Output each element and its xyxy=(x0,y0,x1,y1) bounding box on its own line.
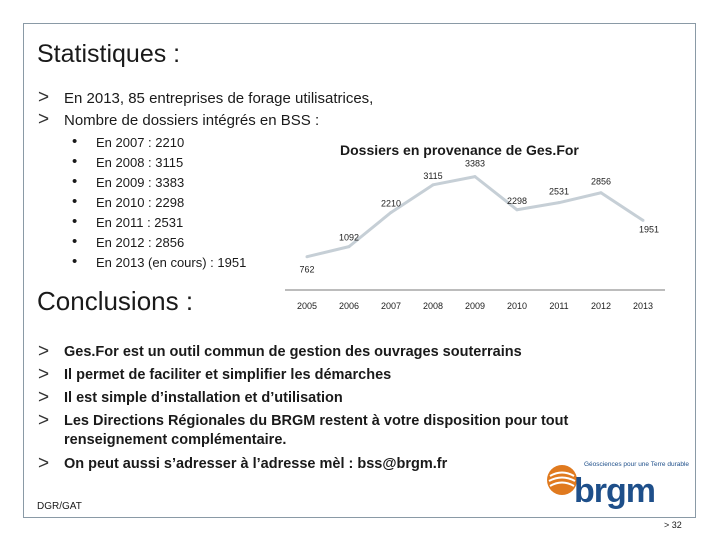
bullet-dot: • xyxy=(72,213,78,230)
sub-bullet-text: En 2010 : 2298 xyxy=(96,195,185,210)
slide-title: Statistiques : xyxy=(37,40,181,68)
bullet-text: Nombre de dossiers intégrés en BSS : xyxy=(64,112,320,129)
page-number: > 32 xyxy=(664,520,682,530)
sub-bullet-text: En 2011 : 2531 xyxy=(96,215,184,230)
brgm-tagline: Géosciences pour une Terre durable xyxy=(584,461,690,468)
data-point xyxy=(473,175,477,179)
sub-bullet-text: En 2013 (en cours) : 1951 xyxy=(96,255,247,270)
conclusion-text: Les Directions Régionales du BRGM resten… xyxy=(64,413,569,429)
x-tick-label: 2010 xyxy=(507,301,527,311)
bullet-dot: • xyxy=(72,193,78,210)
data-label: 762 xyxy=(299,265,314,275)
data-label: 2298 xyxy=(507,196,527,206)
data-label: 2531 xyxy=(549,187,569,197)
bullet-dot: • xyxy=(72,253,78,270)
bullet-arrow: > xyxy=(38,410,50,431)
slide-frame xyxy=(23,23,696,518)
x-tick-label: 2012 xyxy=(591,301,611,311)
data-label: 3115 xyxy=(423,171,442,181)
bullet-dot: • xyxy=(72,133,78,150)
x-tick-label: 2005 xyxy=(297,301,317,311)
data-label: 1092 xyxy=(339,233,359,243)
conclusion-text: Ges.For est un outil commun de gestion d… xyxy=(64,344,522,360)
data-label: 1951 xyxy=(639,224,659,234)
data-point xyxy=(641,218,645,222)
data-label: 2856 xyxy=(591,177,611,187)
brgm-wordmark: brgm xyxy=(574,472,656,510)
bullet-dot: • xyxy=(72,153,78,170)
bullet-arrow: > xyxy=(38,387,50,408)
brgm-emblem-icon xyxy=(547,465,577,495)
data-point xyxy=(347,245,351,249)
data-label: 2210 xyxy=(381,198,401,208)
bullet-text: En 2013, 85 entreprises de forage utilis… xyxy=(64,90,374,107)
x-tick-label: 2009 xyxy=(465,301,485,311)
data-point xyxy=(515,208,519,212)
sub-bullet-text: En 2012 : 2856 xyxy=(96,235,185,250)
sub-bullet-text: En 2009 : 3383 xyxy=(96,175,185,190)
conclusions-title: Conclusions : xyxy=(37,286,194,316)
data-point xyxy=(599,191,603,195)
conclusion-text: On peut aussi s’adresser à l’adresse mèl… xyxy=(64,456,448,472)
bullet-arrow: > xyxy=(38,341,50,362)
data-point xyxy=(557,201,561,205)
data-point xyxy=(389,210,393,214)
chart-title: Dossiers en provenance de Ges.For xyxy=(340,142,579,158)
conclusion-text: Il permet de faciliter et simplifier les… xyxy=(64,367,392,383)
bullet-dot: • xyxy=(72,233,78,250)
data-label: 3383 xyxy=(465,159,485,169)
conclusion-text: renseignement complémentaire. xyxy=(64,432,287,448)
data-point xyxy=(431,183,435,187)
series-line xyxy=(306,175,644,259)
x-tick-label: 2013 xyxy=(633,301,653,311)
x-tick-label: 2007 xyxy=(381,301,401,311)
sub-bullet-text: En 2008 : 3115 xyxy=(96,155,184,170)
bullet-arrow: > xyxy=(38,364,50,385)
x-tick-label: 2006 xyxy=(339,301,359,311)
sub-bullet-text: En 2007 : 2210 xyxy=(96,135,185,150)
bullet-arrow: > xyxy=(38,87,50,108)
x-tick-label: 2008 xyxy=(423,301,443,311)
data-point xyxy=(305,255,309,259)
bullet-dot: • xyxy=(72,173,78,190)
bullet-arrow: > xyxy=(38,453,50,474)
conclusion-text: Il est simple d’installation et d’utilis… xyxy=(64,390,343,406)
footer-department: DGR/GAT xyxy=(37,501,82,512)
x-tick-label: 2011 xyxy=(549,301,568,311)
brgm-logo: Géosciences pour une Terre durable brgm xyxy=(540,458,690,513)
bullet-arrow: > xyxy=(38,109,50,130)
